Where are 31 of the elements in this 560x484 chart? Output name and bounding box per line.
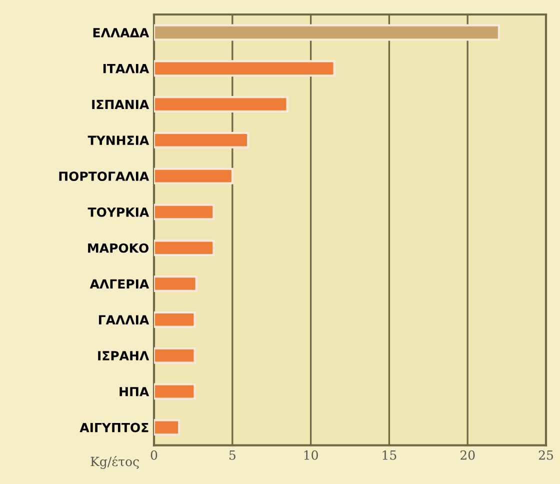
y-tick-label: ΠΟΡΤΟΓΑΛΙΑ	[59, 172, 150, 181]
y-tick-label: ΕΛΛΑΔΑ	[93, 28, 150, 38]
bar	[154, 204, 215, 220]
y-tick-label: ΗΠΑ	[120, 387, 150, 396]
bar	[154, 311, 196, 328]
y-tick-label: ΙΣΠΑΝΙΑ	[92, 100, 150, 110]
y-tick-label: ΙΤΑΛΙΑ	[103, 64, 150, 74]
bar	[154, 347, 196, 364]
bar	[154, 240, 215, 256]
bar	[154, 132, 250, 148]
y-tick-label: ΤΥΝΗΣΙΑ	[88, 136, 150, 145]
x-tick-label: 0	[150, 450, 158, 460]
bar	[154, 383, 196, 400]
y-tick-label: ΑΙΓΥΠΤΟΣ	[80, 422, 148, 432]
x-tick-label: 5	[229, 450, 236, 460]
bar	[154, 419, 180, 436]
y-tick-label: ΤΟΥΡΚΙΑ	[88, 207, 150, 217]
bar	[154, 60, 336, 77]
x-tick-label: 15	[382, 450, 396, 460]
x-tick-label: 20	[460, 450, 475, 460]
bar	[154, 96, 288, 112]
bar	[154, 276, 198, 292]
y-tick-label: ΑΛΓΕΡΙΑ	[90, 279, 150, 288]
x-tick-label: 25	[538, 450, 553, 460]
x-axis-title: Kg/έτος	[90, 456, 139, 469]
x-tick-label: 10	[304, 450, 318, 460]
bar	[154, 168, 234, 184]
y-tick-label: ΙΣΡΑΗΛ	[98, 351, 150, 360]
y-tick-label: ΜΑΡΟΚΟ	[88, 243, 149, 253]
y-tick-label: ΓΑΛΛΙΑ	[98, 315, 150, 324]
bar	[154, 24, 500, 41]
